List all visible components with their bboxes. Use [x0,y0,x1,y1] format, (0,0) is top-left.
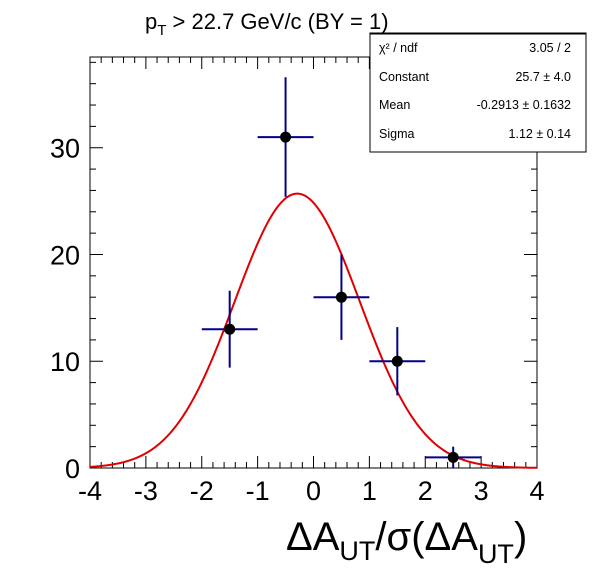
x-tick-label: -3 [134,476,158,506]
x-tick-label: -1 [246,476,270,506]
y-tick-label: 0 [65,454,80,484]
data-point [313,254,370,340]
x-tick-label: 1 [362,476,377,506]
data-marker [391,355,403,367]
x-tick-label: 3 [474,476,489,506]
data-point [425,446,482,468]
x-tick-label: -4 [78,476,102,506]
stats-row-value: 3.05 / 2 [529,41,571,55]
stats-row-label: Sigma [379,127,414,141]
data-point [369,327,426,396]
x-tick-label: 4 [529,476,544,506]
fit-stats-box: χ² / ndf 3.05 / 2 Constant 25.7 ± 4.0 Mean -0… [369,32,587,153]
stats-row-value: 1.12 ± 0.14 [509,127,572,141]
stats-row-value: -0.2913 ± 0.1632 [477,98,571,112]
y-axis: 0 10 20 30 [50,61,537,484]
stats-row-label: Constant [379,70,430,84]
data-marker [280,131,292,143]
x-axis-title: ΔAUT/σ(ΔAUT) [286,515,527,569]
x-tick-label: 2 [418,476,433,506]
x-tick-label: -2 [190,476,214,506]
x-axis: -4 -3 -2 -1 0 1 2 3 4 [78,57,545,506]
stats-box-frame [369,32,587,153]
data-marker [224,323,236,335]
y-tick-label: 20 [50,240,80,270]
stats-rows: χ² / ndf 3.05 / 2 Constant 25.7 ± 4.0 Mean -0… [379,41,571,141]
data-point [201,290,258,368]
data-point [257,77,314,197]
data-marker [447,451,459,463]
stats-row-label: χ² / ndf [379,41,418,55]
chart-title: pT > 22.7 GeV/c (BY = 1) [145,9,389,39]
y-tick-label: 30 [50,134,80,164]
stats-row-label: Mean [379,98,410,112]
y-tick-label: 10 [50,347,80,377]
x-tick-label: 0 [306,476,321,506]
stats-row-value: 25.7 ± 4.0 [515,70,571,84]
data-points [201,77,482,468]
data-marker [335,291,347,303]
gaussian-fit-curve [89,192,538,469]
